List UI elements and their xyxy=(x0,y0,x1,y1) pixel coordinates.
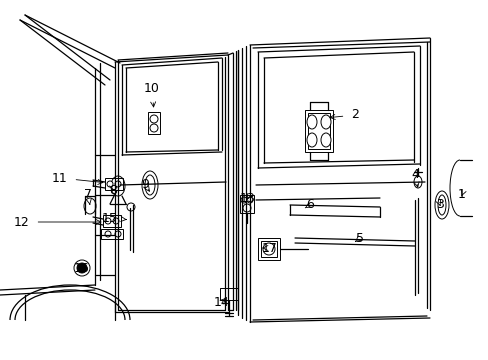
Ellipse shape xyxy=(145,175,155,195)
Ellipse shape xyxy=(437,195,445,215)
Text: 15: 15 xyxy=(102,211,126,225)
Ellipse shape xyxy=(77,263,87,273)
Ellipse shape xyxy=(306,133,316,147)
Bar xyxy=(105,178,123,190)
Bar xyxy=(220,288,238,300)
Ellipse shape xyxy=(320,115,330,129)
Text: 5: 5 xyxy=(355,231,363,244)
Text: 8: 8 xyxy=(107,184,117,197)
Ellipse shape xyxy=(105,231,111,237)
Bar xyxy=(307,113,329,149)
Ellipse shape xyxy=(150,124,158,132)
Text: 13: 13 xyxy=(240,192,255,204)
Bar xyxy=(103,215,121,227)
Ellipse shape xyxy=(127,203,135,211)
Ellipse shape xyxy=(150,115,158,123)
Text: 1: 1 xyxy=(457,189,465,202)
Ellipse shape xyxy=(111,176,125,196)
Text: 11: 11 xyxy=(52,171,102,184)
Ellipse shape xyxy=(243,204,250,212)
Ellipse shape xyxy=(434,191,448,219)
Ellipse shape xyxy=(241,197,246,203)
Text: 14: 14 xyxy=(214,296,229,309)
Ellipse shape xyxy=(113,218,119,224)
Text: 6: 6 xyxy=(305,198,313,211)
Text: 7: 7 xyxy=(84,189,92,204)
Bar xyxy=(258,238,280,260)
Ellipse shape xyxy=(105,218,111,224)
Ellipse shape xyxy=(84,198,96,214)
Ellipse shape xyxy=(306,115,316,129)
Text: 2: 2 xyxy=(329,108,358,122)
Ellipse shape xyxy=(115,181,121,187)
Bar xyxy=(261,241,276,257)
Bar xyxy=(240,195,253,213)
Ellipse shape xyxy=(320,133,330,147)
Ellipse shape xyxy=(413,176,421,188)
Ellipse shape xyxy=(142,171,158,199)
Bar xyxy=(101,229,123,239)
Ellipse shape xyxy=(115,231,121,237)
Text: 16: 16 xyxy=(74,261,90,274)
Bar xyxy=(305,110,332,152)
Ellipse shape xyxy=(246,197,252,203)
Text: 9: 9 xyxy=(141,179,149,192)
Ellipse shape xyxy=(263,243,274,255)
Text: 10: 10 xyxy=(144,81,160,107)
Text: 12: 12 xyxy=(14,216,101,229)
Text: 17: 17 xyxy=(262,242,277,255)
Bar xyxy=(148,112,160,134)
Ellipse shape xyxy=(107,181,113,187)
Text: 3: 3 xyxy=(435,198,443,211)
Text: 4: 4 xyxy=(410,168,418,187)
